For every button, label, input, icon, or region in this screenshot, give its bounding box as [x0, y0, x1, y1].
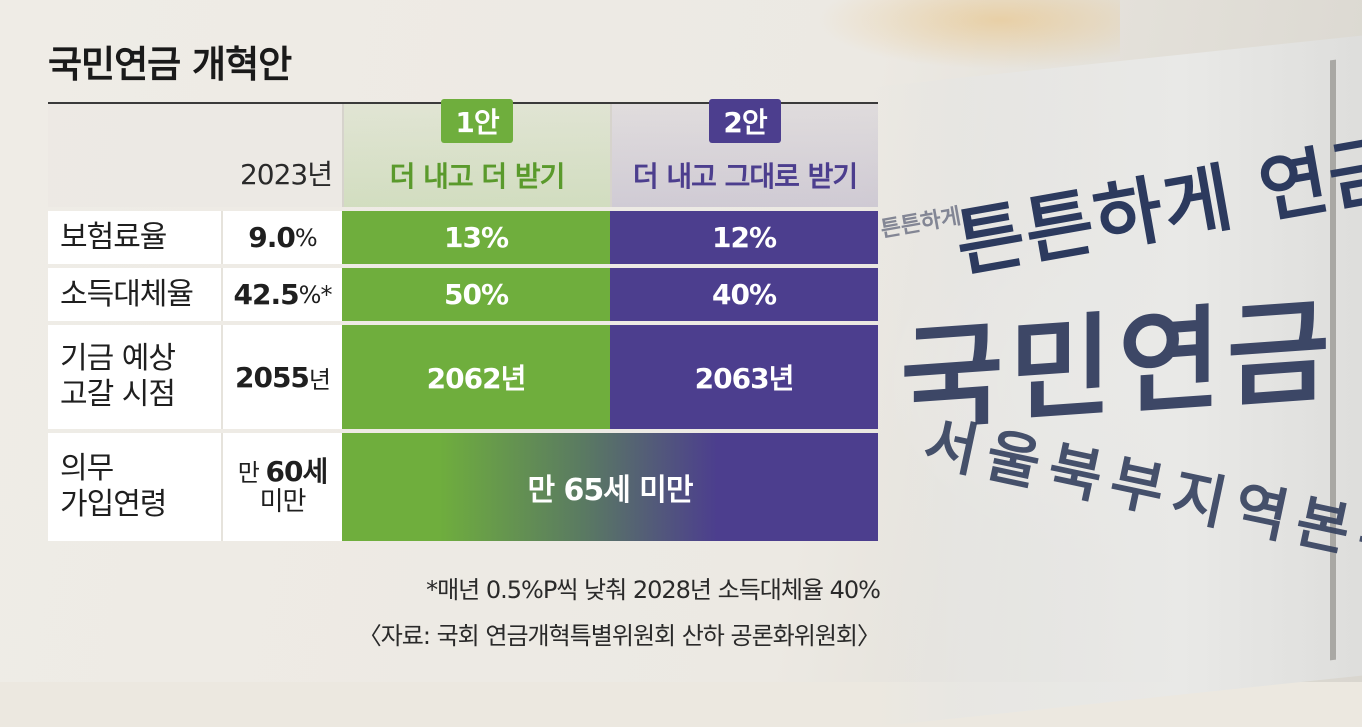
comparison-table: 2023년 1안 더 내고 더 받기 2안 더 내고 그대로 받기 보험료율 9… [48, 99, 880, 541]
plan1-fund-depletion: 2062년 [342, 325, 610, 429]
row-label-mandatory-age-line2: 가입연령 [60, 487, 167, 522]
plan2-replacement-rate: 40% [610, 268, 878, 321]
baseline-age-value: 60세 [265, 454, 328, 488]
both-plans-mandatory-age: 만 65세 미만 [342, 433, 878, 541]
source-note: 〈자료: 국회 연금개혁특별위원회 산하 공론화위원회〉 [357, 622, 881, 650]
plan1-badge: 1안 [441, 99, 513, 143]
plan2-name: 더 내고 그대로 받기 [632, 160, 858, 193]
baseline-premium-rate: 9.0% [221, 211, 342, 264]
header-plan2: 2안 더 내고 그대로 받기 [610, 99, 878, 207]
plan2-premium-rate: 12% [610, 211, 878, 264]
row-label-fund-depletion: 기금 예상 고갈 시점 [48, 325, 221, 429]
header-baseline-year: 2023년 [221, 104, 342, 207]
footnote: *매년 0.5%P씩 낮춰 2028년 소득대체율 40% [426, 576, 881, 604]
plan1-replacement-rate: 50% [342, 268, 610, 321]
row-label-fund-depletion-line1: 기금 예상 [60, 341, 176, 376]
baseline-mandatory-age: 만 60세 미만 [221, 433, 342, 541]
row-label-mandatory-age: 의무 가입연령 [48, 433, 221, 541]
baseline-fund-depletion: 2055 년 [221, 325, 342, 429]
baseline-depletion-value: 2055 [234, 360, 310, 394]
plan2-badge: 2안 [709, 99, 781, 143]
row-label-mandatory-age-line1: 의무 [60, 451, 114, 486]
row-label-premium-rate: 보험료율 [48, 211, 221, 264]
plan1-name: 더 내고 더 받기 [389, 160, 566, 193]
plan2-fund-depletion: 2063년 [610, 325, 878, 429]
baseline-age-prefix: 만 [237, 458, 266, 487]
row-label-fund-depletion-line2: 고갈 시점 [60, 377, 176, 412]
row-label-replacement-rate: 소득대체율 [48, 268, 221, 321]
baseline-depletion-unit: 년 [308, 365, 331, 394]
baseline-age-line1: 만 60세 [237, 454, 328, 488]
plan1-premium-rate: 13% [342, 211, 610, 264]
baseline-premium-value: 9.0 [248, 221, 296, 254]
baseline-replacement-value: 42.5 [233, 278, 300, 311]
header-plan1: 1안 더 내고 더 받기 [342, 99, 610, 207]
baseline-replacement-rate: 42.5 %* [221, 268, 342, 321]
baseline-replacement-unit: %* [298, 280, 333, 309]
baseline-premium-unit: % [294, 223, 318, 252]
baseline-age-line2: 미만 [259, 487, 307, 518]
page-title: 국민연금 개혁안 [48, 43, 292, 86]
header-empty-cell [48, 104, 221, 207]
